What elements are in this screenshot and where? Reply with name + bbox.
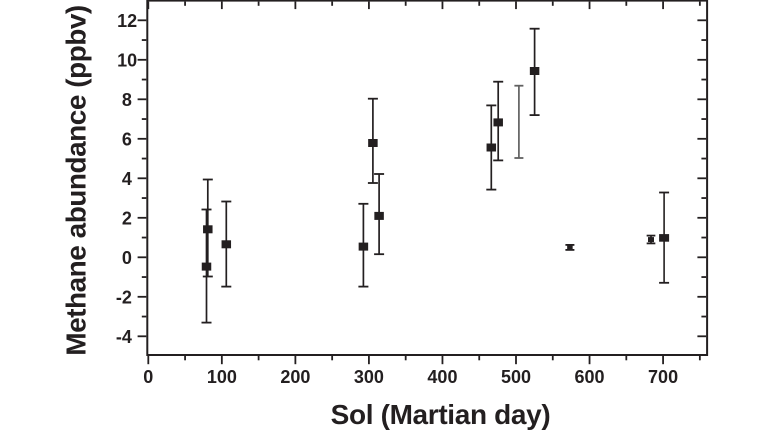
svg-text:200: 200 <box>280 367 310 387</box>
svg-text:-2: -2 <box>116 287 132 307</box>
svg-text:6: 6 <box>122 129 132 149</box>
svg-text:700: 700 <box>648 367 678 387</box>
svg-text:Methane abundance (ppbv): Methane abundance (ppbv) <box>61 5 92 355</box>
svg-text:600: 600 <box>575 367 605 387</box>
svg-text:4: 4 <box>122 169 132 189</box>
svg-text:0: 0 <box>122 248 132 268</box>
svg-text:Sol (Martian day): Sol (Martian day) <box>331 399 551 430</box>
svg-text:0: 0 <box>143 367 153 387</box>
svg-text:8: 8 <box>122 90 132 110</box>
svg-text:300: 300 <box>354 367 384 387</box>
svg-text:12: 12 <box>117 11 137 31</box>
svg-text:100: 100 <box>207 367 237 387</box>
svg-text:-4: -4 <box>116 327 132 347</box>
svg-text:400: 400 <box>427 367 457 387</box>
svg-text:10: 10 <box>117 50 137 70</box>
svg-text:500: 500 <box>501 367 531 387</box>
svg-text:2: 2 <box>122 208 132 228</box>
